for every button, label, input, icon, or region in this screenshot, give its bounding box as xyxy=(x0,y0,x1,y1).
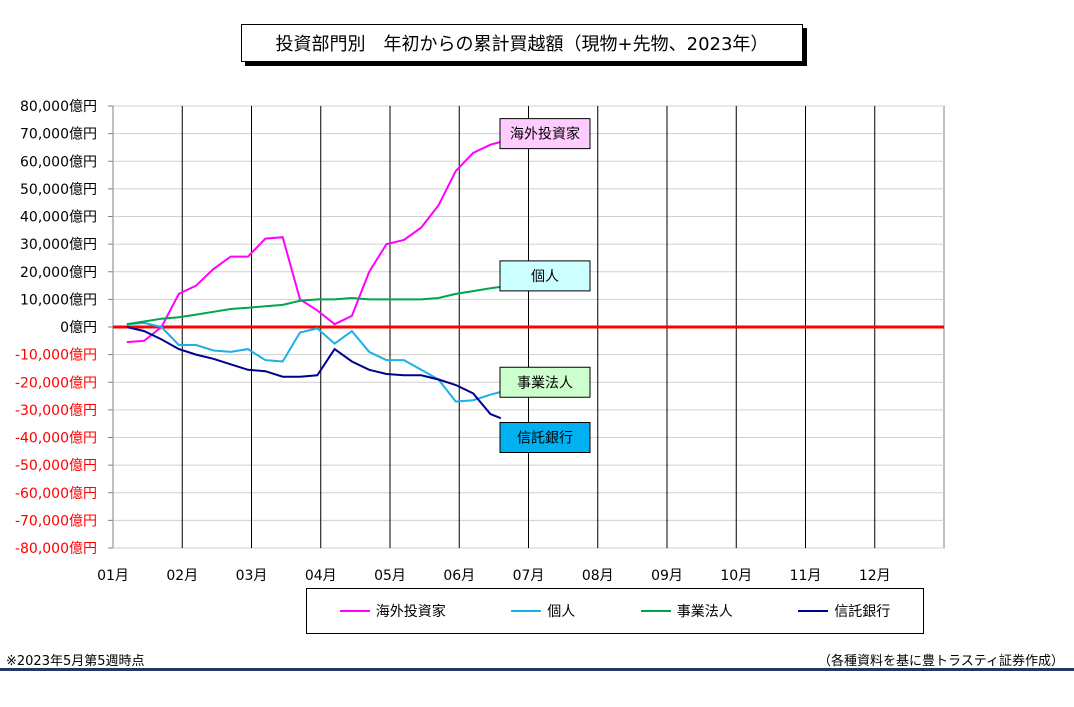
y-tick-label: -20,000億円 xyxy=(15,375,97,391)
legend: 海外投資家 個人 事業法人 信託銀行 xyxy=(306,588,924,634)
x-tick-label: 12月 xyxy=(859,568,891,584)
series-label-box-0 xyxy=(499,118,591,150)
y-tick-label: -70,000億円 xyxy=(15,513,97,529)
y-tick-label: -40,000億円 xyxy=(15,431,97,447)
axes: 80,000億円 70,000億円 60,000億円 50,000億円 40,000億円… xyxy=(15,99,891,584)
series-label-3: 信託銀行 xyxy=(517,431,573,447)
legend-label-foreign: 海外投資家 xyxy=(375,604,446,620)
x-tick-label: 03月 xyxy=(236,568,268,584)
chart-title: 投資部門別 年初からの累計買越額（現物+先物、2023年） xyxy=(241,24,803,62)
footnote: ※2023年5月第5週時点 xyxy=(6,654,145,669)
x-tick-label: 04月 xyxy=(305,568,337,584)
legend-swatch-individual xyxy=(511,610,542,612)
series-label-box-3 xyxy=(499,422,591,453)
legend-swatch-corporate xyxy=(640,610,671,612)
x-tick-label: 01月 xyxy=(97,568,129,584)
series-line-3 xyxy=(126,326,502,420)
y-tick-label: -80,000億円 xyxy=(15,541,97,557)
x-tick-label: 05月 xyxy=(374,568,406,584)
x-tick-label: 07月 xyxy=(513,568,545,584)
x-tick-label: 08月 xyxy=(582,568,614,584)
series-line-0 xyxy=(126,140,502,344)
x-tick-label: 06月 xyxy=(443,568,475,584)
series-label-1: 個人 xyxy=(531,269,559,285)
series-lines xyxy=(126,140,502,420)
y-tick-label: -60,000億円 xyxy=(15,486,97,502)
series-label-box-2 xyxy=(499,366,591,398)
y-tick-label: 0億円 xyxy=(60,320,97,336)
series-label-box-1 xyxy=(499,260,591,292)
y-tick-label: 40,000億円 xyxy=(20,210,97,226)
x-tick-label: 02月 xyxy=(166,568,198,584)
y-tick-label: 10,000億円 xyxy=(20,292,97,308)
y-tick-label: 80,000億円 xyxy=(20,99,97,115)
y-tick-label: 30,000億円 xyxy=(20,237,97,253)
legend-item-corporate: 事業法人 xyxy=(640,601,733,621)
y-tick-label: 50,000億円 xyxy=(20,182,97,198)
grid xyxy=(112,105,945,549)
legend-label-trust-bank: 信託銀行 xyxy=(834,604,891,620)
x-tick-label: 09月 xyxy=(651,568,683,584)
legend-swatch-trust-bank xyxy=(798,610,829,612)
y-tick-label: 60,000億円 xyxy=(20,154,97,170)
legend-item-foreign: 海外投資家 xyxy=(339,601,446,621)
bottom-rule xyxy=(0,668,1074,671)
y-tick-label: -10,000億円 xyxy=(15,348,97,364)
legend-item-individual: 個人 xyxy=(511,601,575,621)
series-line-1 xyxy=(126,321,502,403)
legend-label-individual: 個人 xyxy=(547,604,576,620)
x-tick-label: 11月 xyxy=(790,568,822,584)
x-tick-label: 10月 xyxy=(720,568,752,584)
source-note: （各種資料を基に豊トラスティ証券作成） xyxy=(818,654,1064,669)
series-label-0: 海外投資家 xyxy=(510,126,580,143)
legend-label-corporate: 事業法人 xyxy=(676,604,733,620)
legend-item-trust-bank: 信託銀行 xyxy=(798,601,890,621)
y-tick-label: -50,000億円 xyxy=(15,458,97,474)
series-label-2: 事業法人 xyxy=(517,375,573,391)
y-tick-label: 20,000億円 xyxy=(20,265,97,281)
y-tick-label: 70,000億円 xyxy=(20,127,97,143)
series-line-2 xyxy=(126,285,501,326)
legend-swatch-foreign xyxy=(339,610,370,612)
y-tick-label: -30,000億円 xyxy=(15,403,97,419)
